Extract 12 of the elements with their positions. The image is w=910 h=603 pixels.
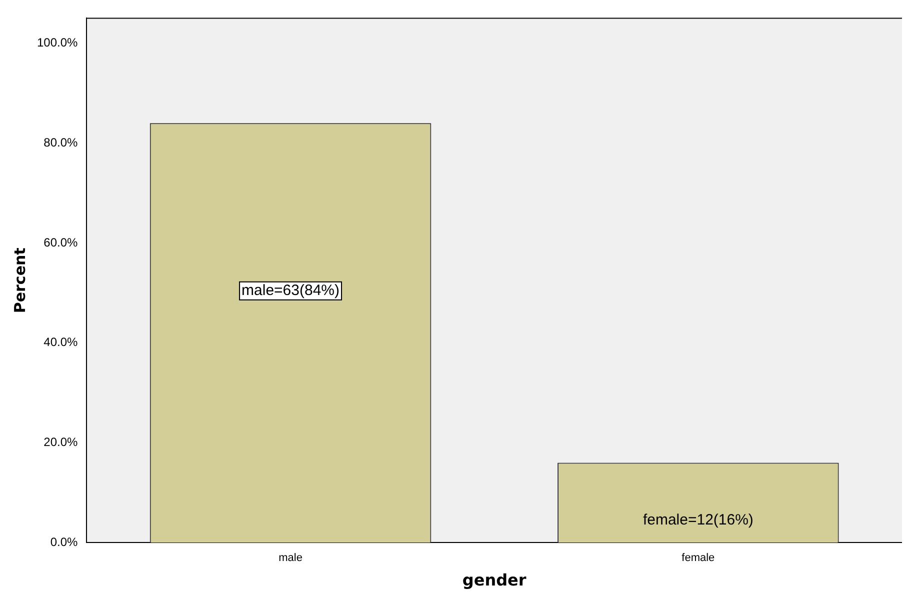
y-tick-label: 0.0% bbox=[50, 534, 78, 549]
y-tick-label: 40.0% bbox=[44, 335, 78, 350]
x-tick-label: male bbox=[278, 552, 302, 564]
x-axis-title: gender bbox=[462, 570, 526, 590]
data-label: female=12(16%) bbox=[642, 511, 754, 528]
x-tick-label: female bbox=[682, 552, 715, 564]
y-tick-label: 60.0% bbox=[44, 235, 78, 250]
y-axis-title: Percent bbox=[10, 248, 29, 314]
data-label: male=63(84%) bbox=[242, 282, 340, 300]
y-tick-label: 80.0% bbox=[44, 135, 78, 150]
y-tick-label: 100.0% bbox=[36, 35, 78, 50]
y-tick-label: 20.0% bbox=[44, 435, 78, 450]
